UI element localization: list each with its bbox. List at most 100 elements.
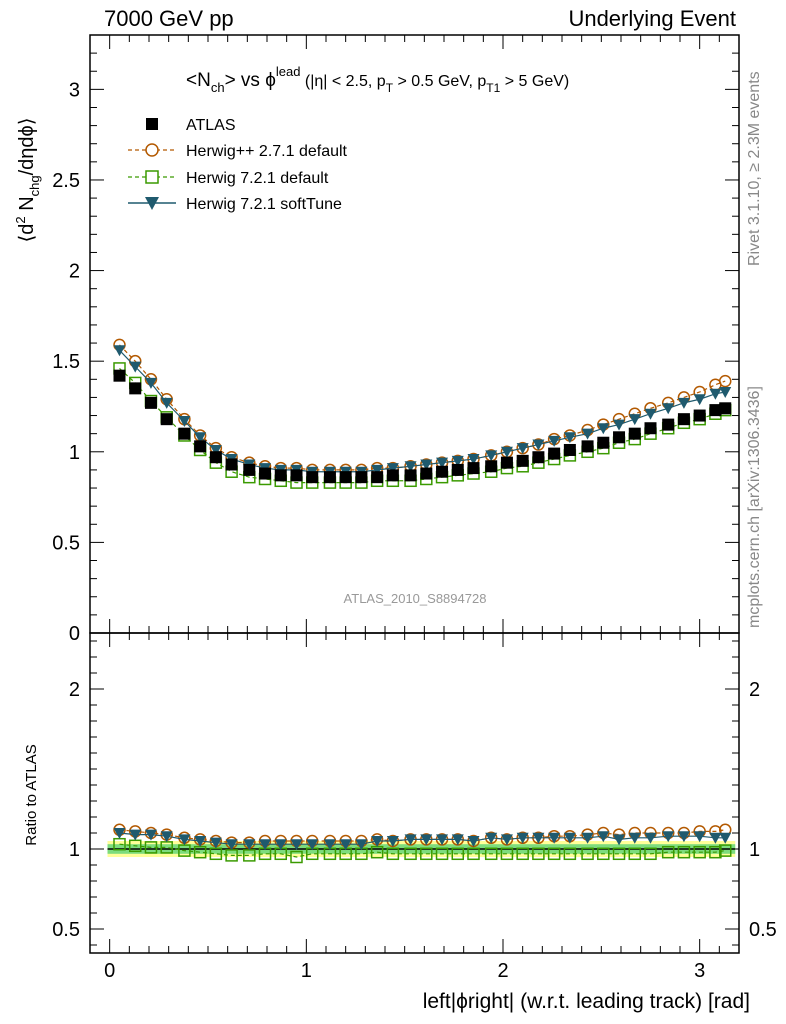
y-axis-label-main: ⟨d2 Nchg/dηdϕ⟩ <box>13 117 42 242</box>
point-atlas <box>404 469 417 482</box>
point-atlas <box>209 451 222 464</box>
legend-label-herwig7-default: Herwig 7.2.1 default <box>186 170 329 187</box>
point-atlas <box>290 469 303 482</box>
point-herwig-7-2-1-softtune <box>662 403 675 415</box>
ratio-point-herwig-7-2-1-softtune <box>677 831 690 843</box>
ratio-point-herwig-7-2-1-softtune <box>709 832 722 844</box>
point-atlas <box>194 440 207 453</box>
ratio-point-herwig-7-2-1-softtune <box>613 834 626 846</box>
ratio-series <box>113 823 732 864</box>
point-atlas <box>225 458 238 471</box>
legend-marker-atlas <box>146 118 158 130</box>
point-herwig-7-2-1-softtune <box>719 386 732 398</box>
ratio-point-herwig-7-2-1-softtune <box>532 832 545 844</box>
ratio-point-herwig-7-2-1-default <box>693 845 706 859</box>
point-herwig-7-2-1-softtune <box>160 397 173 409</box>
point-atlas <box>516 454 529 467</box>
ratio-point-herwig-7-2-1-softtune <box>243 839 256 851</box>
point-atlas <box>628 427 641 440</box>
ratio-point-herwig-7-2-1-softtune <box>323 839 336 851</box>
legend-label-atlas: ATLAS <box>186 117 236 134</box>
ratio-point-herwig-7-2-1-default <box>581 847 594 861</box>
point-atlas <box>563 443 576 456</box>
legend-marker-herwig7-softtune <box>145 197 159 210</box>
ratio-y-tick-label-right: 1 <box>749 839 760 861</box>
ratio-y-tick-label-right: 2 <box>749 679 760 701</box>
point-atlas <box>339 471 352 484</box>
point-atlas <box>144 396 157 409</box>
ratio-y-tick-label: 0.5 <box>52 919 80 941</box>
ratio-y-tick-label: 2 <box>69 679 80 701</box>
point-atlas <box>243 463 256 476</box>
rivet-version-label: Rivet 3.1.10, ≥ 2.3M events <box>746 71 763 266</box>
ratio-point-herwig-7-2-1-softtune <box>178 834 191 846</box>
y-tick-label: 0 <box>69 623 80 645</box>
point-atlas <box>677 413 690 426</box>
ratio-point-herwig-7-2-1-default <box>420 847 433 861</box>
legend: ATLAS Herwig++ 2.7.1 default Herwig 7.2.… <box>128 117 348 213</box>
y-tick-label: 0.5 <box>52 532 80 554</box>
ratio-point-herwig-7-2-1-softtune <box>129 829 142 841</box>
point-atlas <box>548 447 561 460</box>
ratio-panel-frame <box>89 632 740 954</box>
point-herwig-7-2-1-softtune <box>563 432 576 444</box>
y-tick-label: 2 <box>69 261 80 283</box>
x-tick-label: 1 <box>301 960 312 982</box>
ratio-point-herwig-7-2-1-softtune <box>420 834 433 846</box>
point-herwig-7-2-1-softtune <box>371 464 384 476</box>
point-atlas <box>719 402 732 415</box>
point-atlas <box>323 471 336 484</box>
ratio-point-herwig-7-2-1-softtune <box>113 828 126 839</box>
ratio-point-herwig-7-2-1-softtune <box>274 839 287 851</box>
ratio-point-herwig-7-2-1-default <box>644 847 657 861</box>
point-herwig-7-2-1-softtune <box>420 459 433 471</box>
y-tick-label: 3 <box>69 79 80 101</box>
point-atlas <box>451 463 464 476</box>
ratio-point-herwig-7-2-1-softtune <box>516 832 529 844</box>
x-tick-label: 3 <box>694 960 705 982</box>
ratio-point-herwig-7-2-1-softtune <box>404 834 417 846</box>
x-axis-label: left|ϕright| (w.r.t. leading track) [rad… <box>423 990 750 1013</box>
header-right: Underlying Event <box>568 6 736 31</box>
point-atlas <box>662 418 675 431</box>
axis-ticks <box>89 35 739 953</box>
point-herwig-7-2-1-softtune <box>113 345 126 357</box>
point-herwig-7-2-1-softtune <box>451 455 464 467</box>
point-atlas <box>113 369 126 382</box>
ratio-point-herwig-7-2-1-softtune <box>597 831 610 843</box>
point-herwig-7-2-1-softtune <box>516 443 529 455</box>
point-atlas <box>613 431 626 444</box>
ratio-point-herwig-7-2-1-default <box>628 847 642 861</box>
ratio-point-herwig-7-2-1-softtune <box>160 831 173 843</box>
ratio-point-herwig-7-2-1-softtune <box>693 831 706 843</box>
ratio-y-tick-label-right: 0.5 <box>749 919 777 941</box>
point-atlas <box>644 422 657 435</box>
point-herwig-7-2-1-softtune <box>644 408 657 420</box>
ratio-point-herwig-7-2-1-default <box>484 847 498 861</box>
ratio-point-herwig-7-2-1-default <box>500 847 514 861</box>
ratio-point-herwig-7-2-1-default <box>563 847 577 861</box>
legend-label-herwig7-softtune: Herwig 7.2.1 softTune <box>186 196 342 213</box>
point-atlas <box>709 404 722 417</box>
point-herwig-7-2-1-softtune <box>144 377 157 389</box>
point-atlas <box>274 469 287 482</box>
ratio-point-herwig-7-2-1-default <box>547 847 561 861</box>
main-series <box>113 338 732 489</box>
y-axis-label-ratio: Ratio to ATLAS <box>23 744 40 845</box>
legend-marker-herwigpp <box>145 143 159 157</box>
point-herwig-7-2-1-softtune <box>129 361 142 373</box>
ratio-point-herwig-7-2-1-softtune <box>719 832 732 844</box>
ratio-point-herwig-7-2-1-softtune <box>339 839 352 851</box>
ratio-point-herwig-7-2-1-softtune <box>628 832 641 844</box>
point-atlas <box>386 469 399 482</box>
ratio-point-herwig-7-2-1-softtune <box>290 839 303 851</box>
legend-marker-herwig7-default <box>145 170 159 184</box>
ratio-point-herwig-7-2-1-softtune <box>355 839 368 851</box>
point-herwig-7-2-1-softtune <box>677 397 690 409</box>
ratio-point-herwig-7-2-1-softtune <box>225 839 238 851</box>
ratio-point-herwig-7-2-1-softtune <box>563 832 576 844</box>
point-atlas <box>259 467 272 480</box>
ratio-point-herwig-7-2-1-default <box>661 845 675 859</box>
point-atlas <box>178 427 191 440</box>
point-herwig-7-2-1-softtune <box>178 415 191 427</box>
